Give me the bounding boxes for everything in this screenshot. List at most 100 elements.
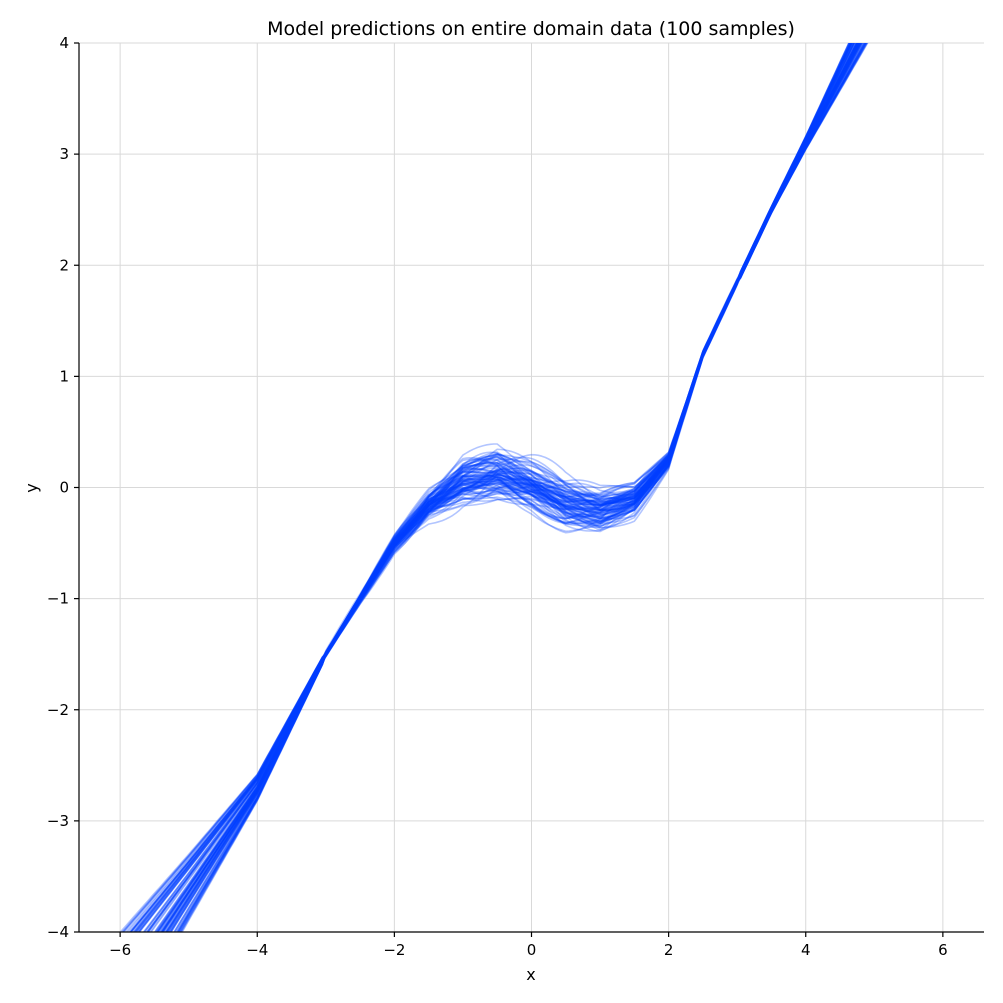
prediction-sample-line — [160, 43, 860, 932]
prediction-sample-line — [179, 43, 868, 932]
prediction-sample-line — [146, 43, 856, 932]
prediction-sample-line — [146, 43, 856, 932]
grid — [79, 42, 984, 933]
prediction-sample-line — [126, 43, 851, 932]
prediction-sample-line — [129, 43, 852, 932]
prediction-sample-line — [166, 43, 862, 932]
prediction-sample-line — [176, 43, 866, 932]
prediction-sample-line — [161, 43, 860, 932]
prediction-sample-line — [169, 43, 863, 932]
prediction-sample-line — [142, 43, 855, 932]
prediction-sample-line — [144, 43, 855, 932]
prediction-sample-line — [173, 43, 865, 932]
prediction-sample-line — [135, 43, 853, 932]
prediction-sample-line — [134, 43, 853, 932]
prediction-sample-line — [165, 43, 861, 932]
prediction-sample-line — [161, 43, 860, 932]
prediction-sample-line — [161, 43, 860, 932]
prediction-sample-line — [179, 43, 868, 932]
prediction-sample-line — [167, 43, 862, 932]
x-tick-label: 0 — [527, 941, 537, 959]
y-tick-label: −4 — [47, 923, 69, 941]
prediction-sample-line — [178, 43, 868, 932]
x-tick-label: 4 — [801, 941, 811, 959]
prediction-sample-line — [132, 43, 852, 932]
prediction-sample-line — [177, 43, 867, 932]
prediction-sample-line — [169, 43, 863, 932]
prediction-sample-line — [175, 43, 866, 932]
y-tick-label: 2 — [59, 256, 69, 274]
y-tick-label: 1 — [59, 367, 69, 385]
prediction-sample-line — [178, 43, 867, 932]
prediction-sample-line — [147, 43, 856, 932]
prediction-sample-line — [153, 43, 858, 932]
prediction-sample-line — [176, 43, 867, 932]
prediction-sample-line — [154, 43, 858, 932]
prediction-sample-line — [156, 43, 858, 932]
prediction-sample-line — [177, 43, 867, 932]
prediction-sample-line — [149, 43, 856, 932]
prediction-sample-line — [122, 43, 851, 932]
prediction-sample-line — [166, 43, 862, 932]
prediction-sample-line — [166, 43, 862, 932]
prediction-sample-line — [155, 43, 858, 932]
prediction-sample-line — [156, 43, 858, 932]
prediction-sample-line — [128, 43, 852, 932]
x-tick-label: −2 — [383, 941, 405, 959]
prediction-sample-line — [162, 43, 860, 932]
prediction-sample-line — [146, 43, 855, 932]
series-group — [119, 43, 869, 932]
y-tick-label: 3 — [59, 145, 69, 163]
y-tick-label: −3 — [47, 812, 69, 830]
prediction-sample-line — [119, 43, 850, 932]
prediction-sample-line — [130, 43, 852, 932]
x-ticks: −6 −4 −2 0 2 4 6 — [109, 932, 948, 959]
y-tick-label: −2 — [47, 701, 69, 719]
prediction-sample-line — [170, 43, 863, 932]
prediction-sample-line — [164, 43, 861, 932]
prediction-sample-line — [154, 43, 858, 932]
prediction-sample-line — [156, 43, 858, 932]
prediction-sample-line — [160, 43, 860, 932]
prediction-sample-line — [155, 43, 858, 932]
prediction-sample-line — [163, 43, 861, 932]
prediction-sample-line — [161, 43, 860, 932]
prediction-sample-line — [129, 43, 852, 932]
prediction-sample-line — [180, 43, 869, 932]
prediction-sample-line — [160, 43, 860, 932]
chart-title: Model predictions on entire domain data … — [267, 18, 795, 40]
prediction-sample-line — [156, 43, 859, 932]
prediction-sample-line — [160, 43, 860, 932]
prediction-sample-line — [133, 43, 853, 932]
prediction-sample-line — [136, 43, 853, 932]
prediction-sample-line — [170, 43, 863, 932]
prediction-sample-line — [181, 43, 869, 932]
prediction-sample-line — [178, 43, 867, 932]
prediction-sample-line — [177, 43, 867, 932]
prediction-sample-line — [150, 43, 856, 932]
prediction-sample-line — [173, 43, 865, 932]
prediction-sample-line — [143, 43, 855, 932]
prediction-sample-line — [134, 43, 853, 932]
prediction-sample-line — [173, 43, 865, 932]
prediction-sample-line — [179, 43, 868, 932]
prediction-sample-line — [138, 43, 854, 932]
x-tick-label: 2 — [664, 941, 674, 959]
prediction-sample-line — [136, 43, 853, 932]
prediction-sample-line — [121, 43, 850, 932]
prediction-sample-line — [137, 43, 854, 932]
prediction-sample-line — [147, 43, 856, 932]
prediction-sample-line — [157, 43, 859, 932]
prediction-sample-line — [132, 43, 852, 932]
prediction-sample-line — [158, 43, 859, 932]
prediction-sample-line — [174, 43, 865, 932]
x-axis-label: x — [526, 965, 535, 984]
y-tick-label: −1 — [47, 590, 69, 608]
prediction-sample-line — [162, 43, 860, 932]
prediction-sample-line — [143, 43, 855, 932]
prediction-sample-line — [130, 43, 852, 932]
prediction-sample-line — [168, 43, 863, 932]
prediction-sample-line — [165, 43, 861, 932]
prediction-sample-line — [138, 43, 854, 932]
prediction-sample-line — [129, 43, 852, 932]
